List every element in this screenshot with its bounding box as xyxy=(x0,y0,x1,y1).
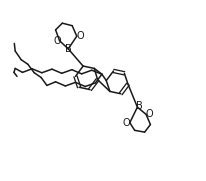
Text: O: O xyxy=(145,109,153,119)
Text: B: B xyxy=(136,101,143,111)
Text: O: O xyxy=(53,36,61,46)
Text: O: O xyxy=(123,118,130,128)
Text: O: O xyxy=(76,31,84,41)
Text: B: B xyxy=(65,44,72,54)
